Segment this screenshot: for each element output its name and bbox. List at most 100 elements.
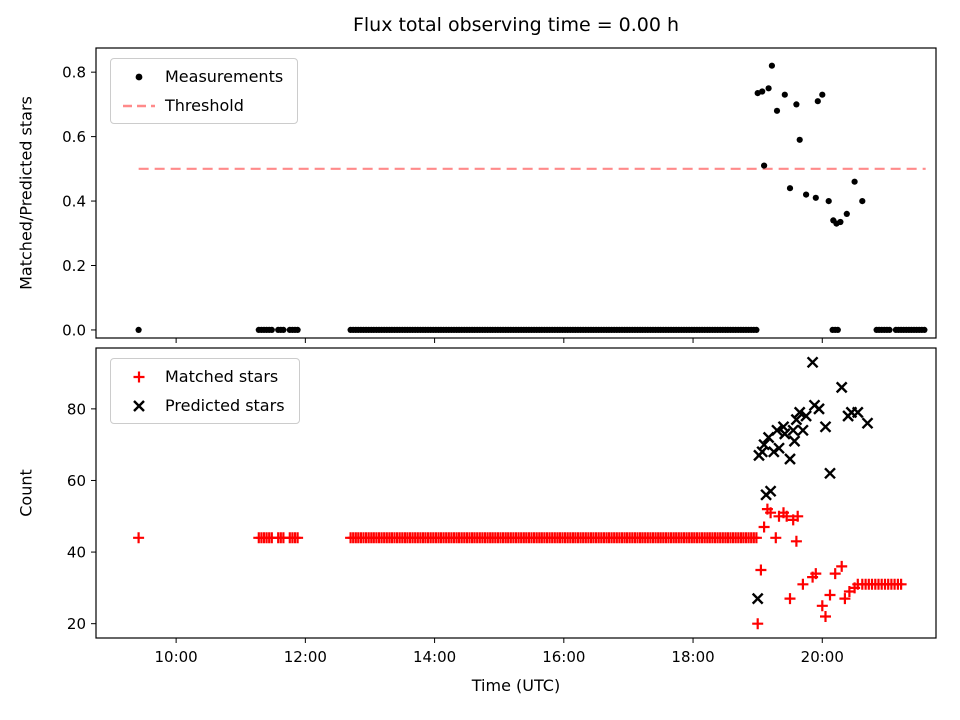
predicted-star-point <box>861 417 874 430</box>
matched-star-point <box>839 593 851 605</box>
matched-star-point <box>797 578 809 590</box>
predicted-star-point <box>819 420 832 433</box>
predicted-star-point <box>778 428 791 440</box>
matched-star-point <box>770 532 782 544</box>
legend-item-predicted-stars: Predicted stars <box>121 396 285 415</box>
y-tick-label: 0.0 <box>62 321 86 339</box>
top-ylabel: Matched/Predicted stars <box>16 96 36 290</box>
matched-star-point <box>820 611 831 622</box>
measurement-point <box>851 178 858 185</box>
predicted-star-point <box>806 356 819 369</box>
y-tick-label: 20 <box>67 615 86 633</box>
matched-star-point <box>895 578 907 590</box>
predicted-star-point <box>797 424 809 437</box>
y-tick-label: 0.2 <box>62 257 86 275</box>
measurement-point <box>761 162 768 169</box>
x-tick-label: 12:00 <box>284 648 327 666</box>
x-tick-label: 16:00 <box>542 648 585 666</box>
matched-star-point <box>810 568 822 580</box>
matched-star-point <box>752 618 764 630</box>
x-tick-label: 10:00 <box>155 648 198 666</box>
predicted-star-point <box>851 406 864 419</box>
predicted-star-point <box>784 453 796 465</box>
predicted-star-point <box>764 485 777 498</box>
measurement-point <box>786 185 794 192</box>
legend-item-matched-stars: Matched stars <box>121 367 285 386</box>
matched-star-point <box>133 532 145 544</box>
matched-star-point <box>816 600 828 612</box>
matched-star-point <box>292 532 304 544</box>
measurement-point <box>825 198 832 205</box>
y-tick-label: 0.8 <box>62 64 86 82</box>
measurement-point <box>135 326 142 333</box>
x-tick-label: 14:00 <box>413 648 456 666</box>
x-tick-label: 20:00 <box>801 648 844 666</box>
measurement-point <box>268 326 275 333</box>
matched-star-point <box>784 593 796 605</box>
measurement-point <box>759 88 766 95</box>
matched-star-point <box>755 564 767 576</box>
predicted-star-point <box>793 406 806 419</box>
predicted-star-point <box>800 410 812 422</box>
x-tick-label: 18:00 <box>671 648 714 666</box>
y-tick-label: 0.6 <box>62 128 86 146</box>
legend-label-predicted-stars: Predicted stars <box>165 396 285 415</box>
predicted-star-point <box>824 467 836 480</box>
predicted-star-point <box>756 445 769 458</box>
measurement-point <box>294 326 301 333</box>
measurement-point <box>837 218 844 226</box>
measurement-point <box>781 91 788 98</box>
legend-label-threshold: Threshold <box>165 96 244 115</box>
top-legend: Measurements Threshold <box>110 58 299 124</box>
matched-star-point <box>790 535 802 547</box>
legend-label-matched-stars: Matched stars <box>165 367 279 386</box>
measurement-point <box>814 98 821 105</box>
measurements-marker-icon <box>135 73 143 80</box>
matched-star-point <box>750 532 762 544</box>
legend-label-measurements: Measurements <box>165 67 284 86</box>
measurement-point <box>753 326 760 333</box>
axes-frame-1 <box>95 347 937 639</box>
measurement-point <box>886 326 893 333</box>
measurement-point <box>793 101 800 108</box>
y-tick-label: 40 <box>67 544 86 562</box>
predicted-star-point <box>751 592 764 605</box>
predicted-star-point <box>788 435 801 447</box>
measurement-point <box>803 191 810 198</box>
bottom-ylabel: Count <box>16 469 36 517</box>
measurement-point <box>812 194 819 201</box>
matched-star-point <box>758 521 770 533</box>
measurement-point <box>796 136 803 143</box>
predicted-star-point <box>790 413 803 426</box>
bottom-legend: Matched stars Predicted stars <box>110 358 300 424</box>
axes-frame-0 <box>95 47 937 339</box>
predicted-star-point <box>773 442 785 455</box>
matched-star-point <box>824 589 836 601</box>
measurement-point <box>834 326 841 333</box>
matched-star-point <box>829 568 841 580</box>
predicted-star-point <box>787 424 800 437</box>
measurement-point <box>768 62 776 69</box>
predicted-star-point <box>758 438 770 451</box>
matched-star-point <box>781 510 793 522</box>
chart-title: Flux total observing time = 0.00 h <box>352 14 680 36</box>
matched-stars-marker-icon <box>133 371 145 382</box>
measurement-point <box>280 326 287 333</box>
y-tick-label: 80 <box>67 400 86 418</box>
measurement-point <box>921 326 928 333</box>
measurement-point <box>843 210 850 217</box>
measurement-point <box>773 107 781 114</box>
measurement-point <box>859 198 866 205</box>
measurement-point <box>765 85 772 92</box>
x-axis-label: Time (UTC) <box>471 676 561 695</box>
legend-item-threshold: Threshold <box>121 96 283 115</box>
predicted-star-point <box>835 381 848 394</box>
matched-star-point <box>852 578 864 590</box>
matched-star-point <box>792 510 804 522</box>
predicted-star-point <box>771 424 783 437</box>
legend-item-measurements: Measurements <box>121 67 283 86</box>
measurement-point <box>819 91 826 98</box>
predicted-star-point <box>813 403 825 415</box>
